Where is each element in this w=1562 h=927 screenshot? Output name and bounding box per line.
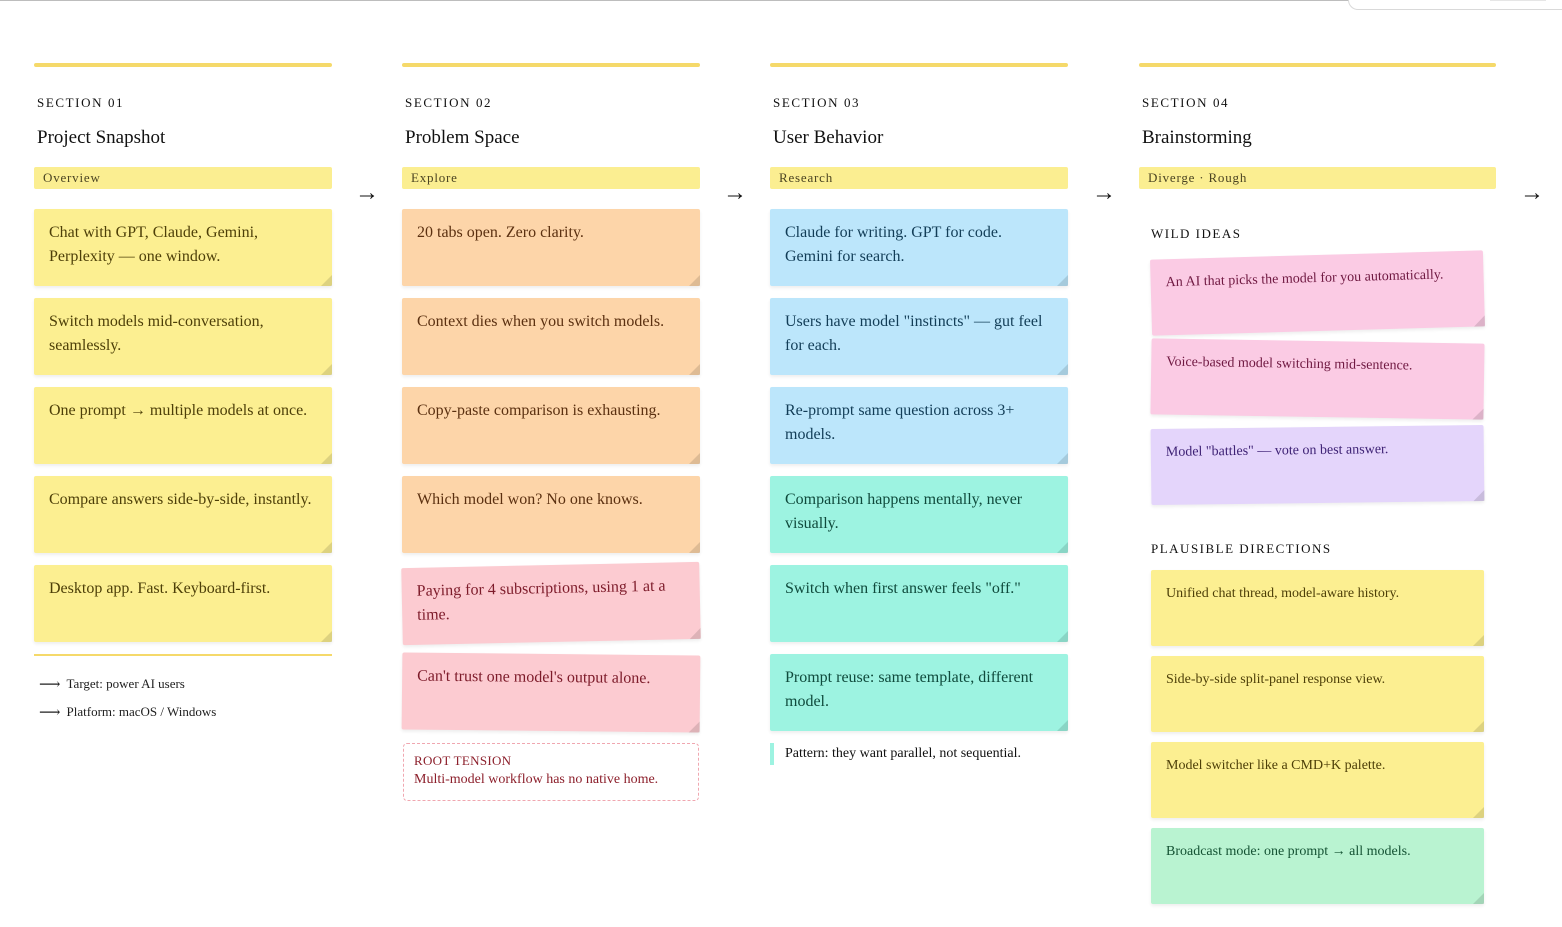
section-title: User Behavior bbox=[773, 127, 884, 148]
sticky-note[interactable]: Model "battles" — vote on best answer. bbox=[1150, 424, 1485, 506]
section-number: SECTION 03 bbox=[773, 95, 861, 110]
flow-arrow-icon: → bbox=[1520, 180, 1544, 206]
sticky-note[interactable]: Claude for writing. GPT for code. Gemini… bbox=[770, 209, 1068, 286]
section-number: SECTION 01 bbox=[37, 95, 125, 110]
sticky-note[interactable]: Switch models mid-conversation, seamless… bbox=[34, 298, 332, 375]
meta-platform-text: Platform: macOS / Windows bbox=[66, 704, 217, 719]
sticky-note[interactable]: Prompt reuse: same template, different m… bbox=[770, 654, 1068, 731]
sticky-note[interactable]: Context dies when you switch models. bbox=[402, 298, 700, 375]
sticky-note[interactable]: Switch when first answer feels "off." bbox=[770, 565, 1068, 642]
section-accent-bar bbox=[402, 63, 700, 67]
sticky-note[interactable]: One prompt → multiple models at once. bbox=[34, 387, 332, 464]
section-project-snapshot: SECTION 01 Project Snapshot Overview Cha… bbox=[34, 63, 332, 726]
window-corner-control bbox=[1348, 0, 1562, 10]
sticky-note[interactable]: Which model won? No one knows. bbox=[402, 476, 700, 553]
section-tag: Diverge · Rough bbox=[1139, 167, 1496, 189]
sticky-note[interactable]: Users have model "instincts" — gut feel … bbox=[770, 298, 1068, 375]
meta-target-text: Target: power AI users bbox=[66, 676, 185, 691]
window-top-edge bbox=[0, 0, 1350, 1]
section-tag: Overview bbox=[34, 167, 332, 189]
section-accent-bar bbox=[1139, 63, 1496, 67]
sticky-note[interactable]: Desktop app. Fast. Keyboard-first. bbox=[34, 565, 332, 642]
root-tension-callout: ROOT TENSION Multi-model workflow has no… bbox=[403, 743, 699, 801]
plausible-directions-heading: PLAUSIBLE DIRECTIONS bbox=[1151, 541, 1332, 556]
flow-arrow-icon: → bbox=[1092, 180, 1116, 206]
section-number: SECTION 02 bbox=[405, 95, 493, 110]
sticky-note[interactable]: Voice-based model switching mid-sentence… bbox=[1150, 338, 1485, 420]
sticky-note[interactable]: Model switcher like a CMD+K palette. bbox=[1151, 742, 1484, 818]
sticky-note[interactable]: Chat with GPT, Claude, Gemini, Perplexit… bbox=[34, 209, 332, 286]
sticky-note[interactable]: Can't trust one model's output alone. bbox=[401, 652, 701, 733]
pattern-callout: Pattern: they want parallel, not sequent… bbox=[770, 743, 1068, 765]
wild-ideas-notes: An AI that picks the model for you autom… bbox=[1150, 250, 1485, 506]
section-brainstorming: SECTION 04 Brainstorming Diverge · Rough… bbox=[1139, 63, 1496, 914]
sticky-note[interactable]: Copy-paste comparison is exhausting. bbox=[402, 387, 700, 464]
sticky-note[interactable]: Comparison happens mentally, never visua… bbox=[770, 476, 1068, 553]
sticky-note[interactable]: An AI that picks the model for you autom… bbox=[1150, 250, 1485, 336]
root-tension-label: ROOT TENSION bbox=[414, 753, 512, 768]
sticky-notes: Chat with GPT, Claude, Gemini, Perplexit… bbox=[34, 209, 332, 642]
section-title: Project Snapshot bbox=[37, 127, 166, 148]
section-tag: Explore bbox=[402, 167, 700, 189]
sticky-notes: 20 tabs open. Zero clarity. Context dies… bbox=[401, 209, 701, 733]
section-tag: Research bbox=[770, 167, 1068, 189]
meta-target: ⟶ Target: power AI users bbox=[34, 670, 332, 698]
sticky-notes: Claude for writing. GPT for code. Gemini… bbox=[770, 209, 1068, 731]
section-number: SECTION 04 bbox=[1142, 95, 1230, 110]
section-problem-space: SECTION 02 Problem Space Explore 20 tabs… bbox=[401, 63, 701, 801]
section-accent-bar bbox=[34, 63, 332, 67]
wild-ideas-heading: WILD IDEAS bbox=[1151, 226, 1242, 241]
sticky-note[interactable]: Re-prompt same question across 3+ models… bbox=[770, 387, 1068, 464]
sticky-note[interactable]: Compare answers side-by-side, instantly. bbox=[34, 476, 332, 553]
sticky-note[interactable]: Paying for 4 subscriptions, using 1 at a… bbox=[401, 561, 701, 646]
section-divider bbox=[34, 654, 332, 656]
sticky-note[interactable]: Side-by-side split-panel response view. bbox=[1151, 656, 1484, 732]
section-title: Problem Space bbox=[405, 127, 520, 148]
root-tension-text: Multi-model workflow has no native home. bbox=[414, 772, 659, 787]
section-title: Brainstorming bbox=[1142, 127, 1252, 148]
meta-platform: ⟶ Platform: macOS / Windows bbox=[34, 698, 332, 726]
flow-arrow-icon: → bbox=[355, 180, 379, 206]
project-meta: ⟶ Target: power AI users ⟶ Platform: mac… bbox=[34, 670, 332, 726]
plausible-directions-notes: Unified chat thread, model-aware history… bbox=[1151, 570, 1484, 904]
sticky-note[interactable]: Unified chat thread, model-aware history… bbox=[1151, 570, 1484, 646]
arrow-right-icon: ⟶ bbox=[39, 704, 61, 721]
sticky-note[interactable]: Broadcast mode: one prompt → all models. bbox=[1151, 828, 1484, 904]
flow-arrow-icon: → bbox=[723, 180, 747, 206]
section-user-behavior: SECTION 03 User Behavior Research Claude… bbox=[770, 63, 1068, 765]
section-accent-bar bbox=[770, 63, 1068, 67]
arrow-right-icon: ⟶ bbox=[39, 676, 61, 693]
sticky-note[interactable]: 20 tabs open. Zero clarity. bbox=[402, 209, 700, 286]
